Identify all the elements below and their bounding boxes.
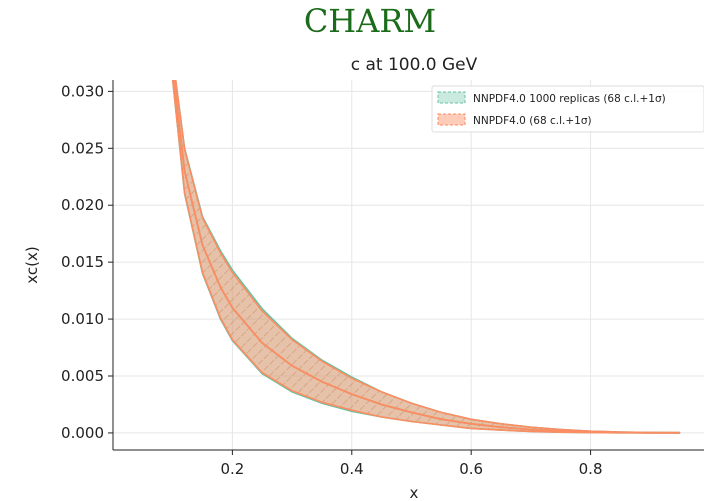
legend-swatch-series-1 [437,91,466,104]
series-2-upper [174,80,681,434]
page-heading: CHARM [303,2,437,40]
chart-title: c at 100.0 GeV [351,55,478,75]
x-tick-label: 0.6 [459,460,483,478]
series-2-central [173,80,681,434]
x-tick-label: 0.2 [220,460,244,478]
y-tick-label: 0.020 [61,196,104,214]
legend: NNPDF4.0 1000 replicas (68 c.l.+1σ) NNPD… [431,85,704,133]
y-tick-label: 0.025 [61,139,104,157]
axes [112,80,704,451]
y-tick-label: 0.030 [61,82,104,100]
x-ticks: 0.2 0.4 0.6 0.8 [220,450,603,478]
legend-swatch-series-2 [437,113,466,126]
x-tick-label: 0.8 [579,460,603,478]
x-tick-label: 0.4 [340,460,364,478]
series-2-lower [171,80,681,434]
bands [171,80,681,434]
y-tick-label: 0.000 [61,424,104,442]
y-tick-label: 0.005 [61,367,104,385]
legend-label-series-2: NNPDF4.0 (68 c.l.+1σ) [473,115,592,127]
y-axis-label: xc(x) [23,246,41,283]
y-tick-label: 0.010 [61,310,104,328]
y-ticks: 0.000 0.005 0.010 0.015 0.020 0.025 0.030 [61,82,113,442]
legend-label-series-1: NNPDF4.0 1000 replicas (68 c.l.+1σ) [473,93,666,105]
x-axis-label: x [410,484,419,501]
series-1-lower [171,80,681,434]
y-tick-label: 0.015 [61,253,104,271]
legend-frame [431,85,704,133]
